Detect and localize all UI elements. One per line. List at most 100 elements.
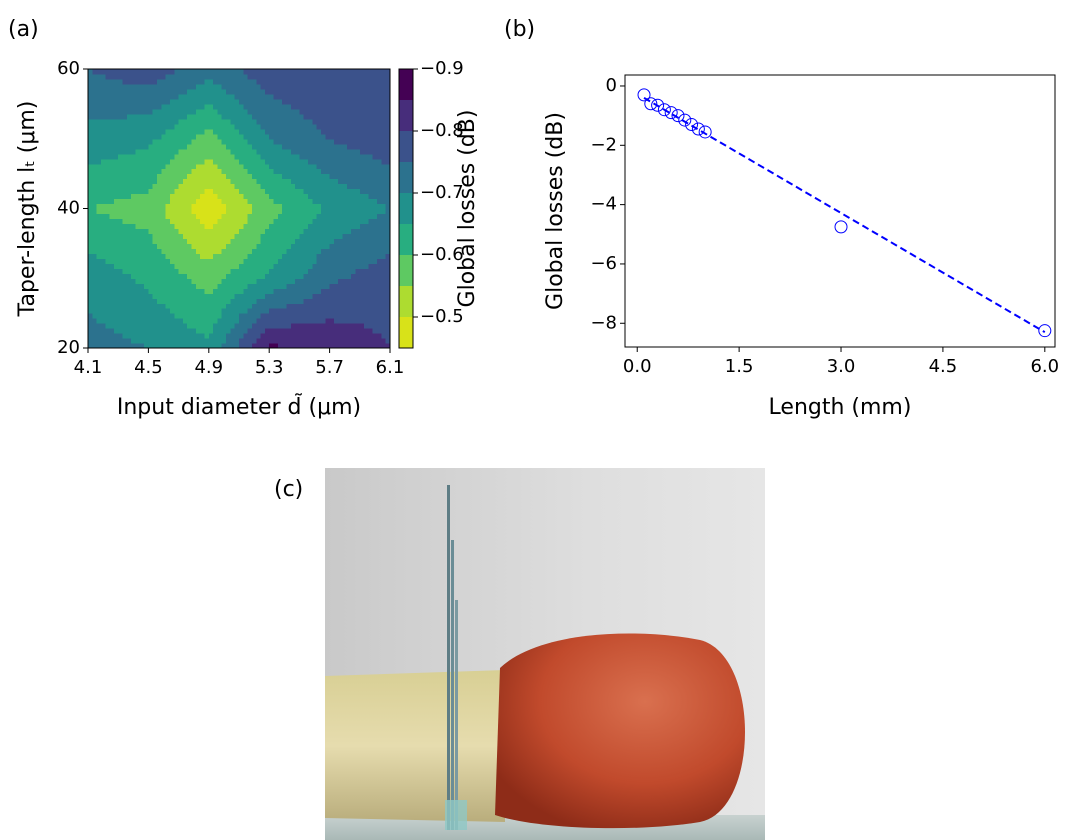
contour-fill: [359, 208, 365, 215]
contour-fill: [131, 248, 137, 254]
contour-fill: [221, 213, 227, 220]
contour-fill: [92, 283, 98, 289]
contour-fill: [96, 193, 102, 200]
contour-fill: [299, 248, 305, 254]
contour-fill: [213, 69, 219, 75]
contour-fill: [260, 78, 266, 85]
contour-fill: [178, 298, 184, 304]
contour-fill: [273, 248, 279, 254]
contour-fill: [165, 338, 171, 344]
contour-fill: [96, 178, 102, 185]
contour-fill: [338, 148, 344, 155]
contour-fill: [251, 318, 257, 324]
contour-fill: [174, 333, 180, 339]
contour-fill: [264, 333, 270, 339]
contour-fill: [239, 268, 244, 274]
contour-fill: [299, 213, 305, 220]
contour-fill: [169, 333, 175, 339]
contour-fill: [118, 113, 124, 120]
contour-fill: [381, 173, 387, 180]
contour-fill: [320, 213, 326, 220]
contour-fill: [372, 138, 378, 145]
contour-fill: [88, 193, 93, 200]
contour-fill: [273, 88, 279, 95]
contour-fill: [372, 133, 378, 140]
contour-fill: [333, 238, 339, 244]
contour-fill: [355, 263, 361, 269]
contour-fill: [329, 143, 335, 150]
contour-fill: [226, 118, 231, 125]
contour-fill: [226, 158, 231, 165]
contour-fill: [92, 233, 98, 239]
contour-fill: [174, 143, 180, 150]
contour-fill: [118, 303, 124, 309]
contour-fill: [329, 158, 335, 165]
contour-fill: [256, 183, 262, 190]
contour-cell: [269, 138, 331, 210]
contour-fill: [96, 243, 102, 249]
data-point: [651, 98, 665, 112]
contour-fill: [126, 303, 132, 309]
contour-fill: [165, 153, 171, 160]
contour-fill: [148, 323, 154, 329]
contour-fill: [208, 123, 214, 130]
contour-fill: [277, 103, 283, 110]
contour-fill: [260, 308, 266, 314]
contour-fill: [282, 163, 288, 170]
contour-fill: [346, 93, 352, 100]
contour-fill: [368, 208, 374, 215]
contour-fill: [303, 268, 309, 274]
contour-fill: [308, 288, 313, 294]
contour-fill: [277, 128, 283, 135]
contour-fill: [230, 243, 236, 249]
contour-fill: [359, 253, 365, 259]
contour-fill: [105, 258, 111, 264]
contour-fill: [109, 263, 115, 269]
contour-fill: [161, 243, 167, 249]
contour-fill: [346, 193, 352, 200]
contour-fill: [251, 333, 257, 339]
contour-fill: [329, 153, 335, 160]
contour-fill: [88, 168, 93, 175]
contour-fill: [92, 343, 98, 349]
contour-fill: [333, 243, 339, 249]
contour-fill: [385, 173, 391, 180]
contour-fill: [148, 243, 154, 249]
contour-fill: [364, 108, 370, 115]
contour-fill: [126, 238, 132, 244]
contour-fill: [286, 78, 292, 85]
contour-fill: [174, 298, 180, 304]
contour-fill: [157, 193, 162, 200]
contour-fill: [247, 138, 253, 145]
contour-fill: [221, 223, 227, 230]
contour-fill: [234, 333, 240, 339]
contour-fill: [256, 288, 262, 294]
contour-fill: [187, 93, 193, 100]
contour-fill: [346, 288, 352, 294]
contour-fill: [131, 158, 137, 165]
contour-fill: [316, 158, 322, 165]
contour-fill: [208, 118, 214, 125]
contour-fill: [161, 238, 167, 244]
contour-fill: [226, 168, 231, 175]
contour-fill: [385, 323, 391, 329]
contour-fill: [152, 78, 158, 85]
contour-fill: [264, 258, 270, 264]
contour-fill: [174, 283, 180, 289]
contour-fill: [113, 108, 119, 115]
contour-fill: [165, 193, 171, 200]
contour-fill: [282, 313, 288, 319]
contour-fill: [256, 78, 262, 85]
contour-fill: [113, 313, 119, 319]
contour-fill: [118, 118, 124, 125]
contour-fill: [88, 78, 93, 85]
contour-fill: [359, 258, 365, 264]
contour-fill: [226, 138, 231, 145]
contour-fill: [320, 343, 326, 349]
contour-fill: [221, 93, 227, 100]
contour-fill: [338, 188, 344, 195]
contour-fill: [191, 233, 197, 239]
contour-fill: [277, 88, 283, 95]
contour-fill: [118, 293, 124, 299]
contour-fill: [316, 128, 322, 135]
